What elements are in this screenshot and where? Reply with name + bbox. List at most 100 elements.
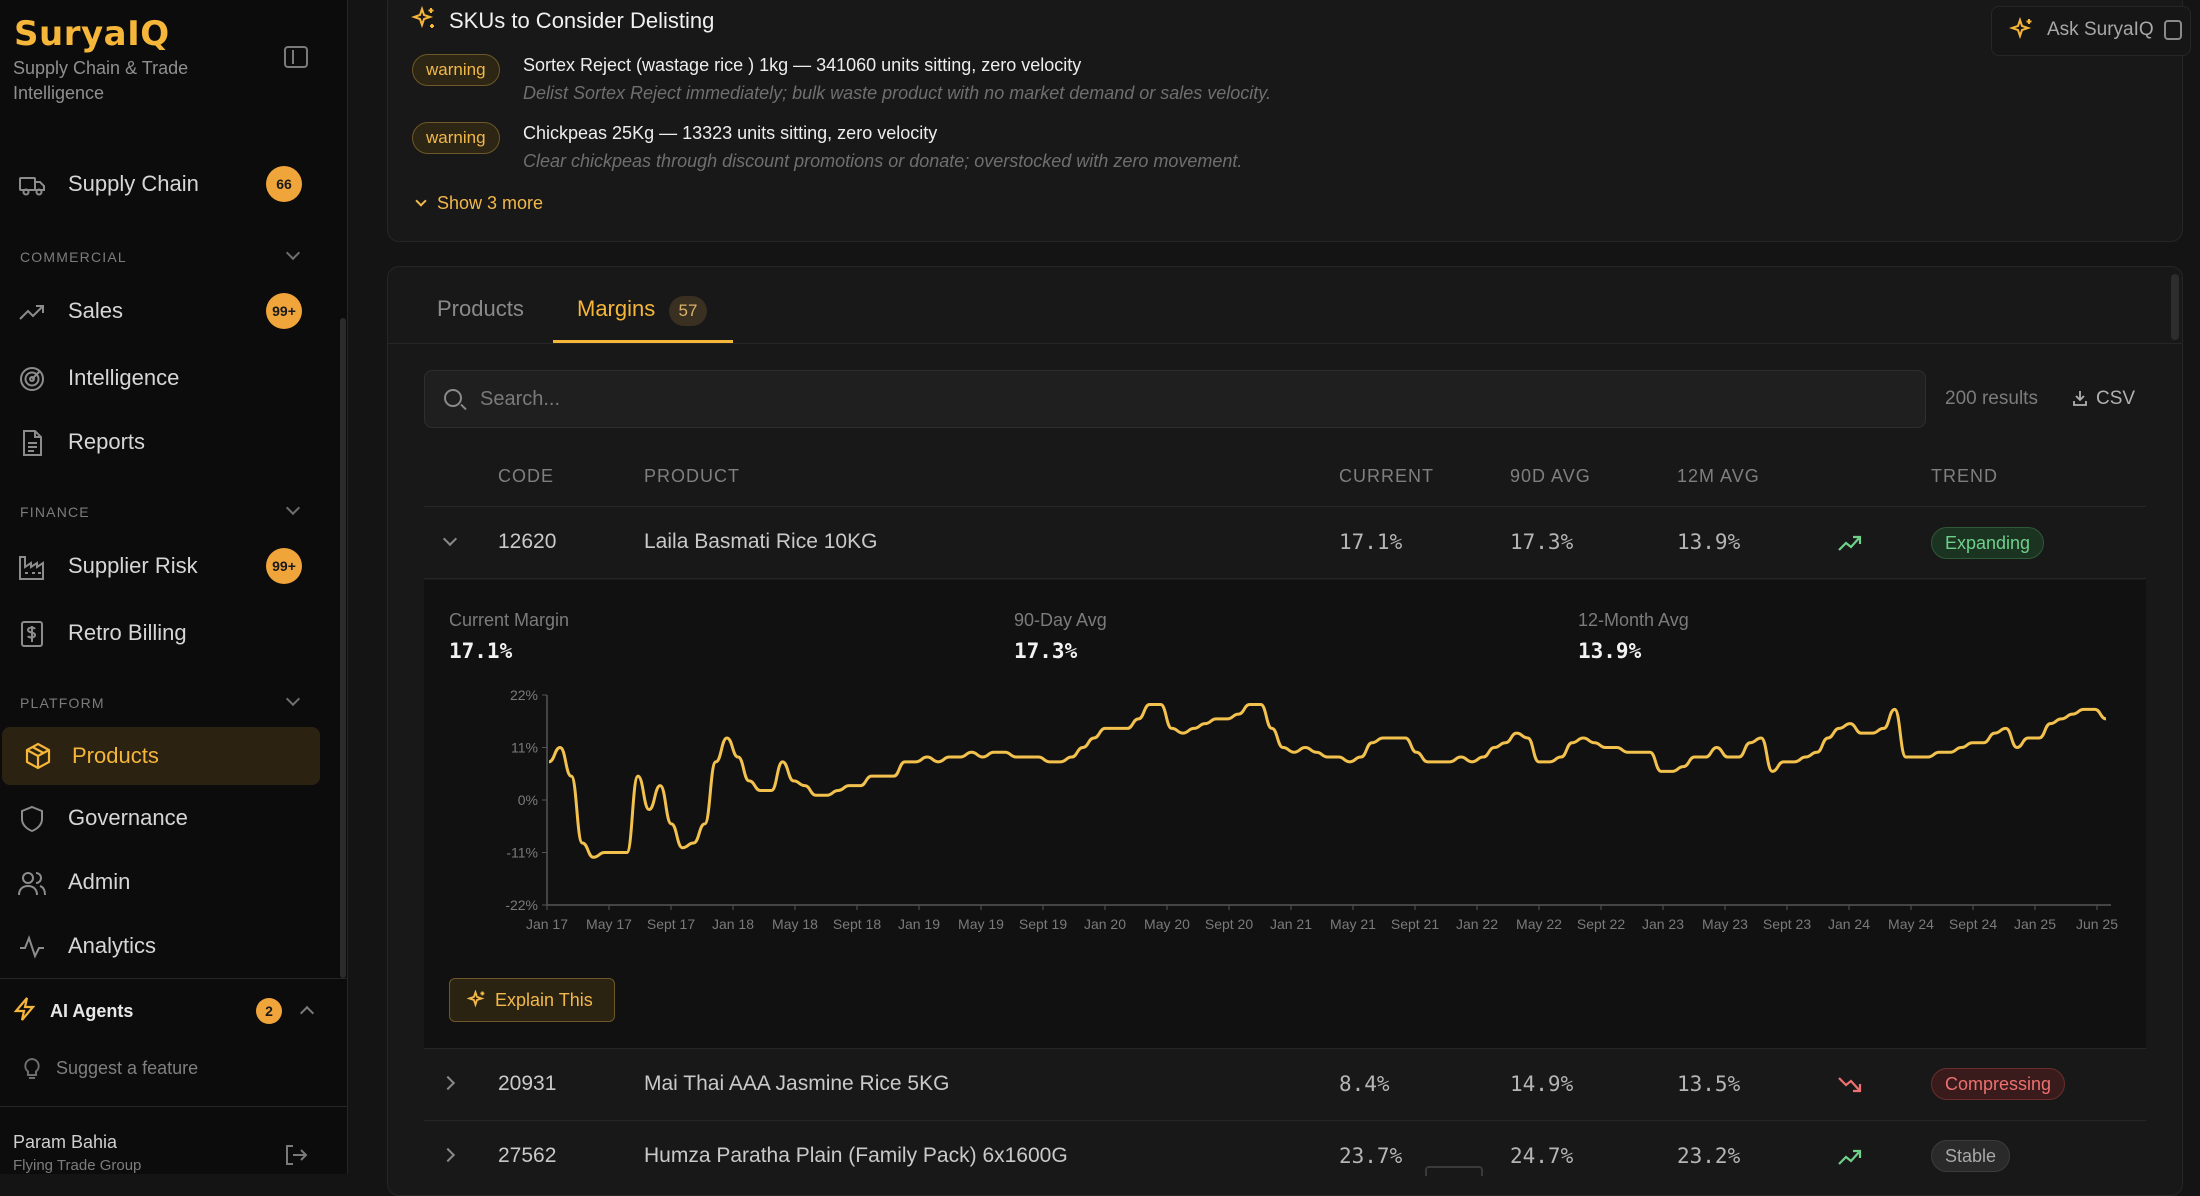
lightbulb-icon	[24, 1057, 40, 1079]
sidebar-item-label: Governance	[68, 805, 188, 830]
delisting-item-subtitle: Delist Sortex Reject immediately; bulk w…	[523, 83, 1271, 103]
y-tick-label: 0%	[518, 792, 538, 808]
x-tick-label: Jan 20	[1084, 916, 1126, 932]
status-badge: Expanding	[1931, 527, 2045, 559]
x-tick-label: May 18	[772, 916, 818, 932]
x-tick-label: Sept 18	[833, 916, 881, 932]
cell-current: 17.1%	[1339, 530, 1403, 554]
active-tab-indicator	[553, 340, 733, 343]
current-margin-label: Current Margin	[449, 610, 570, 630]
sidebar-item-label: Supplier Risk	[68, 553, 198, 578]
cell-code: 27562	[498, 1144, 557, 1167]
main-content: SKUs to Consider Delisting warning Sorte…	[349, 0, 2200, 1196]
agents-count-badge: 2	[256, 998, 282, 1024]
sidebar-item-label: Products	[72, 743, 159, 768]
status-badge: Compressing	[1931, 1068, 2066, 1100]
sidebar-item-label: Analytics	[68, 933, 157, 958]
x-tick-label: Sept 17	[647, 916, 695, 932]
tab-products[interactable]: Products	[437, 296, 524, 321]
sparkle-icon	[2009, 17, 2032, 40]
row-detail-panel	[424, 580, 2146, 1048]
logo: SuryaIQ	[14, 14, 170, 54]
chevron-up-icon[interactable]	[299, 1005, 315, 1021]
sidebar-item-analytics[interactable]: Analytics	[0, 920, 320, 972]
cell-90d-avg: 14.9%	[1510, 1072, 1574, 1096]
margin-trend-chart: 22% 11% 0% -11% -22% Jan 17 May 17 Sept 17 Jan 1…	[505, 687, 2118, 932]
sidebar-item-label: Supply Chain	[68, 171, 199, 196]
divider	[0, 978, 348, 979]
y-tick-label: 22%	[510, 687, 538, 703]
user-name: Param Bahia	[13, 1132, 118, 1152]
logout-icon[interactable]	[284, 1144, 308, 1166]
sidebar-item-label: Admin	[68, 869, 131, 894]
cell-product: Laila Basmati Rice 10KG	[644, 530, 878, 553]
sidebar-collapse-icon[interactable]	[284, 46, 308, 68]
cell-12m-avg: 13.9%	[1677, 530, 1741, 554]
trend-up-icon	[1838, 535, 1862, 551]
sidebar-item-products[interactable]: Products	[2, 727, 320, 785]
sidebar-item-label: Sales	[68, 298, 124, 323]
sidebar-scrollbar[interactable]	[340, 318, 346, 978]
sidebar-item-sales[interactable]: Sales 99+	[0, 285, 320, 337]
show-more-button[interactable]: Show 3 more	[437, 193, 544, 213]
count-badge: 99+	[266, 293, 302, 329]
ask-suryaiq-button[interactable]	[1991, 6, 2191, 56]
sidebar-item-label: Retro Billing	[68, 620, 187, 645]
sidebar-item-governance[interactable]: Governance	[0, 792, 320, 844]
sidebar-item-label: Reports	[68, 429, 146, 454]
trending-up-icon	[19, 305, 44, 320]
section-commercial: COMMERCIAL	[20, 249, 127, 265]
chevron-down-icon[interactable]	[285, 245, 301, 261]
card-scrollbar[interactable]	[2171, 274, 2179, 340]
sidebar-item-supplier-risk[interactable]: Supplier Risk 99+	[0, 540, 320, 592]
x-tick-label: Sept 21	[1391, 916, 1439, 932]
column-header-product[interactable]: PRODUCT	[644, 466, 740, 486]
search-icon	[444, 389, 462, 407]
search-input[interactable]	[480, 384, 1880, 414]
x-tick-label: May 23	[1702, 916, 1748, 932]
column-header-current[interactable]: CURRENT	[1339, 466, 1434, 486]
status-badge: Stable	[1931, 1140, 2011, 1172]
cell-90d-avg: 24.7%	[1510, 1144, 1574, 1168]
csv-export-button[interactable]: CSV	[2096, 388, 2136, 409]
x-tick-label: Sept 23	[1763, 916, 1811, 932]
tab-bar	[387, 266, 2183, 344]
avg90-value: 17.3%	[1014, 639, 1078, 663]
x-tick-label: Jun 25	[2076, 916, 2118, 932]
column-header-90d-avg[interactable]: 90D AVG	[1510, 466, 1591, 486]
panel-toggle-icon[interactable]	[2164, 20, 2182, 40]
x-tick-label: May 19	[958, 916, 1004, 932]
column-header-trend[interactable]: TREND	[1931, 466, 1998, 486]
sidebar-item-reports[interactable]: Reports	[0, 416, 320, 468]
sidebar-item-retro-billing[interactable]: Retro Billing	[0, 607, 320, 659]
activity-icon	[20, 935, 44, 959]
cell-12m-avg: 13.5%	[1677, 1072, 1741, 1096]
sidebar-item-admin[interactable]: Admin	[0, 856, 320, 908]
suggest-feature-link[interactable]: Suggest a feature	[56, 1058, 199, 1078]
chevron-down-icon[interactable]	[285, 691, 301, 707]
tab-margins[interactable]: Margins	[577, 296, 656, 321]
lightning-icon	[13, 997, 36, 1021]
x-tick-label: Jan 21	[1270, 916, 1312, 932]
avg12-value: 13.9%	[1578, 639, 1642, 663]
sidebar-item-supply-chain[interactable]: Supply Chain 66	[0, 158, 320, 210]
chevron-down-icon[interactable]	[285, 500, 301, 516]
radar-icon	[20, 367, 44, 391]
series-line	[548, 703, 2107, 859]
scroll-handle[interactable]	[1425, 1166, 1483, 1176]
explain-this-label: Explain This	[495, 990, 593, 1010]
x-tick-label: Jan 18	[712, 916, 754, 932]
download-icon	[2073, 391, 2087, 406]
sidebar-item-intelligence[interactable]: Intelligence	[0, 352, 320, 404]
column-header-code[interactable]: CODE	[498, 466, 555, 486]
sidebar: SuryaIQ Supply Chain & Trade Intelligenc…	[0, 0, 348, 1174]
delisting-card	[387, 0, 2183, 242]
x-tick-label: Jan 23	[1642, 916, 1684, 932]
results-count: 200 results	[1945, 388, 2038, 409]
ai-agents-toggle[interactable]: AI Agents	[50, 1001, 134, 1021]
avg12-label: 12-Month Avg	[1578, 610, 1689, 630]
factory-icon	[19, 556, 44, 580]
delisting-item-title: Sortex Reject (wastage rice ) 1kg — 3410…	[523, 55, 1082, 75]
sidebar-item-label: Intelligence	[68, 365, 180, 390]
column-header-12m-avg[interactable]: 12M AVG	[1677, 466, 1760, 486]
